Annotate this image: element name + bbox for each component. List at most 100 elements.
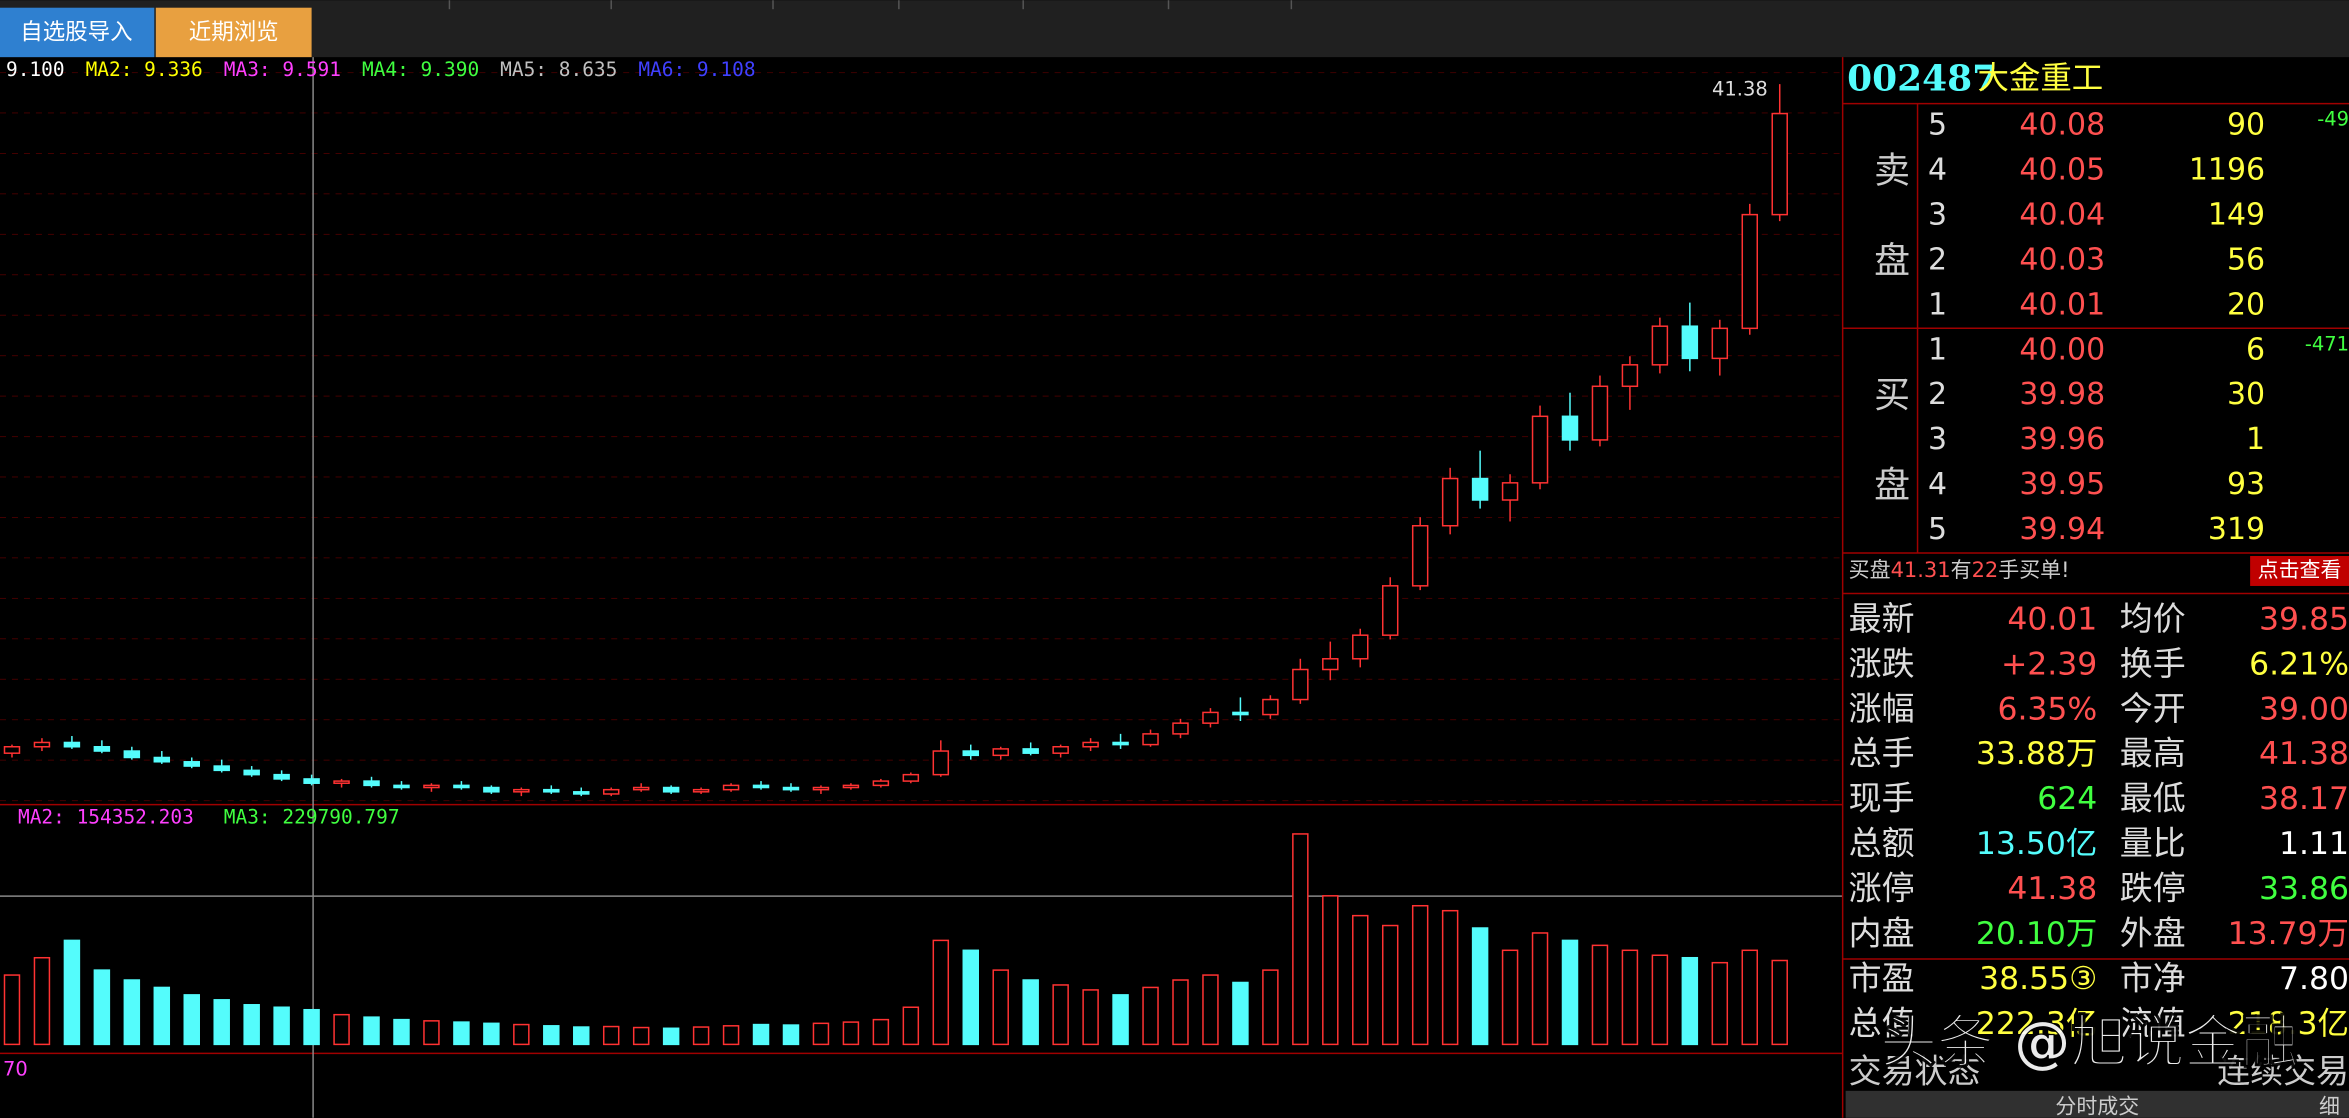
volume-bar <box>1591 944 1609 1046</box>
volume-bar <box>662 1027 680 1046</box>
candle-body <box>123 750 141 759</box>
top-bar <box>0 0 2349 58</box>
stat-value: +2.39 <box>2001 646 2097 682</box>
candle-body <box>33 741 51 748</box>
candle-body <box>363 780 380 787</box>
volume-bar <box>1381 924 1399 1046</box>
volume-bar <box>1561 939 1579 1046</box>
book-price: 39.95 <box>2019 467 2105 502</box>
note-text: 22 <box>1972 558 1999 582</box>
watermark: 头条 @旭说金融 <box>1880 1010 2298 1076</box>
book-volume: 1196 <box>2189 152 2265 187</box>
note-button[interactable]: 点击查看 <box>2258 558 2342 582</box>
side-label: 盘 <box>1874 240 1910 281</box>
stat-label: 涨停 <box>1849 869 1915 908</box>
volume-bar <box>1471 927 1489 1046</box>
candle-body <box>1651 325 1669 366</box>
volume-bar <box>63 939 81 1046</box>
volume-bar <box>333 1013 350 1046</box>
volume-bar <box>1022 979 1039 1046</box>
candle-body <box>1082 741 1099 748</box>
side-diff: -471 <box>2305 332 2349 355</box>
book-level: 3 <box>1928 422 1947 457</box>
volume-bar <box>123 979 141 1046</box>
candle-body <box>1112 741 1129 746</box>
stat-label: 现手 <box>1849 779 1915 818</box>
tab-bg[interactable] <box>155 7 312 58</box>
stat-label: 市净 <box>2120 958 2186 997</box>
stat-value: 38.55③ <box>1979 961 2097 997</box>
candle-body <box>1591 385 1609 441</box>
volume-bar <box>722 1025 740 1046</box>
candle-body <box>93 746 111 752</box>
candle-body <box>602 788 620 795</box>
volume-bar <box>1142 986 1159 1046</box>
book-volume: 90 <box>2227 108 2265 143</box>
volume-bar <box>363 1016 380 1046</box>
book-price: 39.96 <box>2019 422 2105 457</box>
volume-bar <box>752 1023 770 1046</box>
candle-body <box>243 769 260 776</box>
volume-bar <box>93 969 111 1046</box>
stat-value: 39.00 <box>2259 691 2349 727</box>
stat-value: 218.3亿 <box>2228 1006 2349 1042</box>
volume-bar <box>1651 954 1669 1046</box>
book-price: 40.03 <box>2019 242 2105 277</box>
volume-bar <box>273 1006 290 1046</box>
book-volume: 56 <box>2227 242 2265 277</box>
candle-body <box>1172 722 1189 735</box>
stat-value: 33.88万 <box>1976 736 2097 772</box>
candle-body <box>273 773 290 780</box>
candle-body <box>1232 711 1249 716</box>
candle-body <box>1022 748 1039 754</box>
volume-bar <box>3 974 21 1046</box>
volume-bar <box>1501 949 1519 1046</box>
stat-label: 交易状态 <box>1849 1051 1981 1090</box>
book-level: 1 <box>1928 287 1947 322</box>
candle-body <box>423 784 440 789</box>
candle-body <box>872 780 890 787</box>
candle-body <box>1202 711 1219 724</box>
footer-bar <box>1845 1090 2349 1118</box>
volume-bar <box>1082 989 1099 1046</box>
candle-body <box>573 791 590 795</box>
ma-label: MA6: 9.108 <box>638 58 755 81</box>
tab-bg[interactable] <box>0 7 155 58</box>
volume-bar <box>842 1021 860 1046</box>
tab[interactable]: 自选股导入 <box>20 20 132 46</box>
candle-body <box>1142 733 1159 746</box>
vol-ma-label: MA2: 154352.203 <box>18 806 194 829</box>
candle-body <box>183 761 200 767</box>
vol-ma-label: MA3: 229790.797 <box>224 806 400 829</box>
note-button-bg[interactable] <box>2250 556 2349 586</box>
candle-body <box>1471 477 1489 501</box>
volume-bar <box>183 994 200 1046</box>
stat-label: 总值 <box>1849 1003 1915 1042</box>
stat-label: 最低 <box>2120 779 2186 818</box>
candle-body <box>453 784 470 789</box>
book-level: 4 <box>1928 467 1947 502</box>
candle-body <box>692 788 710 793</box>
volume-bar <box>1292 833 1309 1046</box>
candle-body <box>303 778 320 784</box>
book-price: 40.00 <box>2019 332 2105 367</box>
volume-bar <box>1232 981 1249 1046</box>
book-level: 2 <box>1928 377 1947 412</box>
stat-value: 40.01 <box>2007 601 2097 637</box>
candle-body <box>153 756 171 763</box>
ma-label: MA2: 9.336 <box>86 58 203 81</box>
tab[interactable]: 近期浏览 <box>189 20 279 46</box>
candle-body <box>1052 746 1069 754</box>
book-volume: 20 <box>2227 287 2265 322</box>
volume-bar <box>513 1023 530 1046</box>
book-volume: 319 <box>2208 512 2265 547</box>
book-volume: 30 <box>2227 377 2265 412</box>
candle-body <box>782 786 800 791</box>
stat-label: 最高 <box>2120 734 2186 773</box>
footer-tab[interactable]: 细 <box>2319 1094 2340 1118</box>
footer-tab[interactable]: 分时成交 <box>2055 1094 2139 1118</box>
volume-bar <box>602 1025 620 1046</box>
volume-bar <box>453 1021 470 1046</box>
volume-bar <box>812 1022 830 1046</box>
